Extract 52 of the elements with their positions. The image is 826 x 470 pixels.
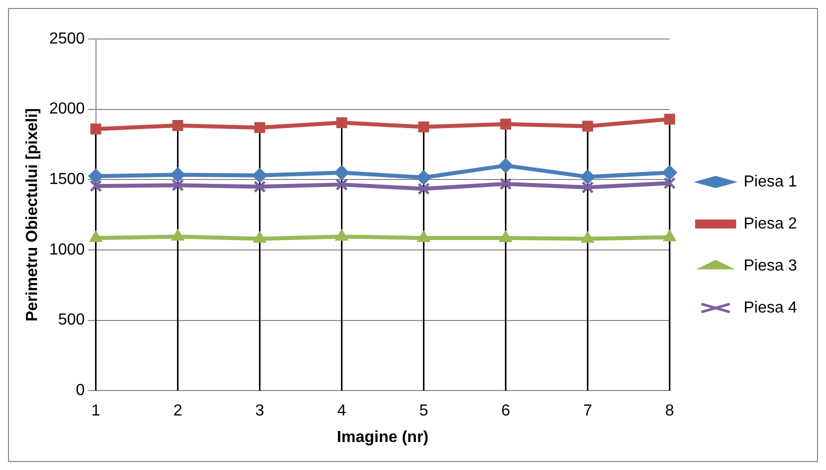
point xyxy=(418,182,430,195)
point xyxy=(662,165,678,180)
point xyxy=(254,122,266,134)
point xyxy=(335,229,348,241)
x-tick-label: 4 xyxy=(337,402,346,420)
point xyxy=(418,121,430,132)
x-tick-label: 2 xyxy=(173,402,182,420)
legend-label: Piesa 2 xyxy=(744,215,798,232)
point xyxy=(253,231,266,243)
point xyxy=(498,158,514,174)
point xyxy=(88,168,104,184)
point xyxy=(172,120,184,131)
x-tick-label: 3 xyxy=(255,402,264,420)
point xyxy=(500,118,512,130)
point xyxy=(580,169,596,184)
legend-label: Piesa 1 xyxy=(744,173,798,190)
point xyxy=(89,230,102,242)
y-tick-label: 500 xyxy=(58,312,85,329)
point xyxy=(171,229,184,241)
y-tick-label: 1500 xyxy=(49,171,85,188)
point xyxy=(336,178,348,191)
point xyxy=(170,167,186,182)
point xyxy=(499,230,512,242)
point xyxy=(581,181,594,194)
point xyxy=(582,120,594,132)
y-tick-label: 1000 xyxy=(49,241,85,258)
legend-label: Piesa 4 xyxy=(744,299,798,316)
y-tick-label: 2500 xyxy=(49,30,85,48)
x-tick-label: 5 xyxy=(419,402,428,420)
y-tick-label: 0 xyxy=(76,382,85,400)
point xyxy=(90,180,102,192)
point xyxy=(581,231,594,243)
y-axis-title: Perimetru Obiectului [pixeli] xyxy=(24,108,42,322)
point xyxy=(499,178,512,190)
x-tick-label: 8 xyxy=(665,402,674,420)
x-tick-label: 6 xyxy=(501,402,510,420)
point xyxy=(336,117,348,128)
x-axis-title: Imagine (nr) xyxy=(336,428,428,446)
legend-label: Piesa 3 xyxy=(744,257,798,274)
point xyxy=(663,230,676,242)
x-tick-label: 7 xyxy=(583,402,592,420)
point xyxy=(172,179,184,192)
point xyxy=(252,168,268,183)
point xyxy=(417,230,430,242)
x-tick-label: 1 xyxy=(91,402,100,420)
y-tick-label: 2000 xyxy=(49,100,85,118)
point xyxy=(416,170,432,186)
point xyxy=(254,180,266,193)
point xyxy=(664,114,676,125)
point xyxy=(663,176,676,190)
point xyxy=(90,124,102,134)
point xyxy=(334,165,350,180)
